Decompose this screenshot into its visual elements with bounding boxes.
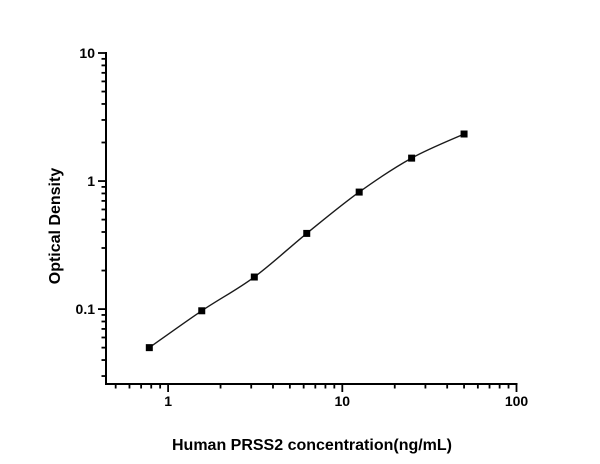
data-point-marker <box>145 344 153 352</box>
x-tick-label: 100 <box>505 393 529 409</box>
data-point-marker <box>408 154 416 162</box>
y-axis-title: Optical Density <box>47 167 64 285</box>
y-tick-label: 0.1 <box>76 301 96 317</box>
data-point-marker <box>250 273 258 281</box>
x-tick-label: 10 <box>335 393 351 409</box>
standard-curve-line <box>148 133 465 349</box>
data-point-marker <box>303 229 311 237</box>
data-point-marker <box>355 188 363 196</box>
x-tick-label: 1 <box>164 393 172 409</box>
data-point-marker <box>460 130 468 138</box>
x-axis-title: Human PRSS2 concentration(ng/mL) <box>171 437 453 454</box>
y-tick-label: 1 <box>87 173 95 189</box>
data-point-marker <box>198 307 206 315</box>
y-tick-label: 10 <box>79 45 95 61</box>
